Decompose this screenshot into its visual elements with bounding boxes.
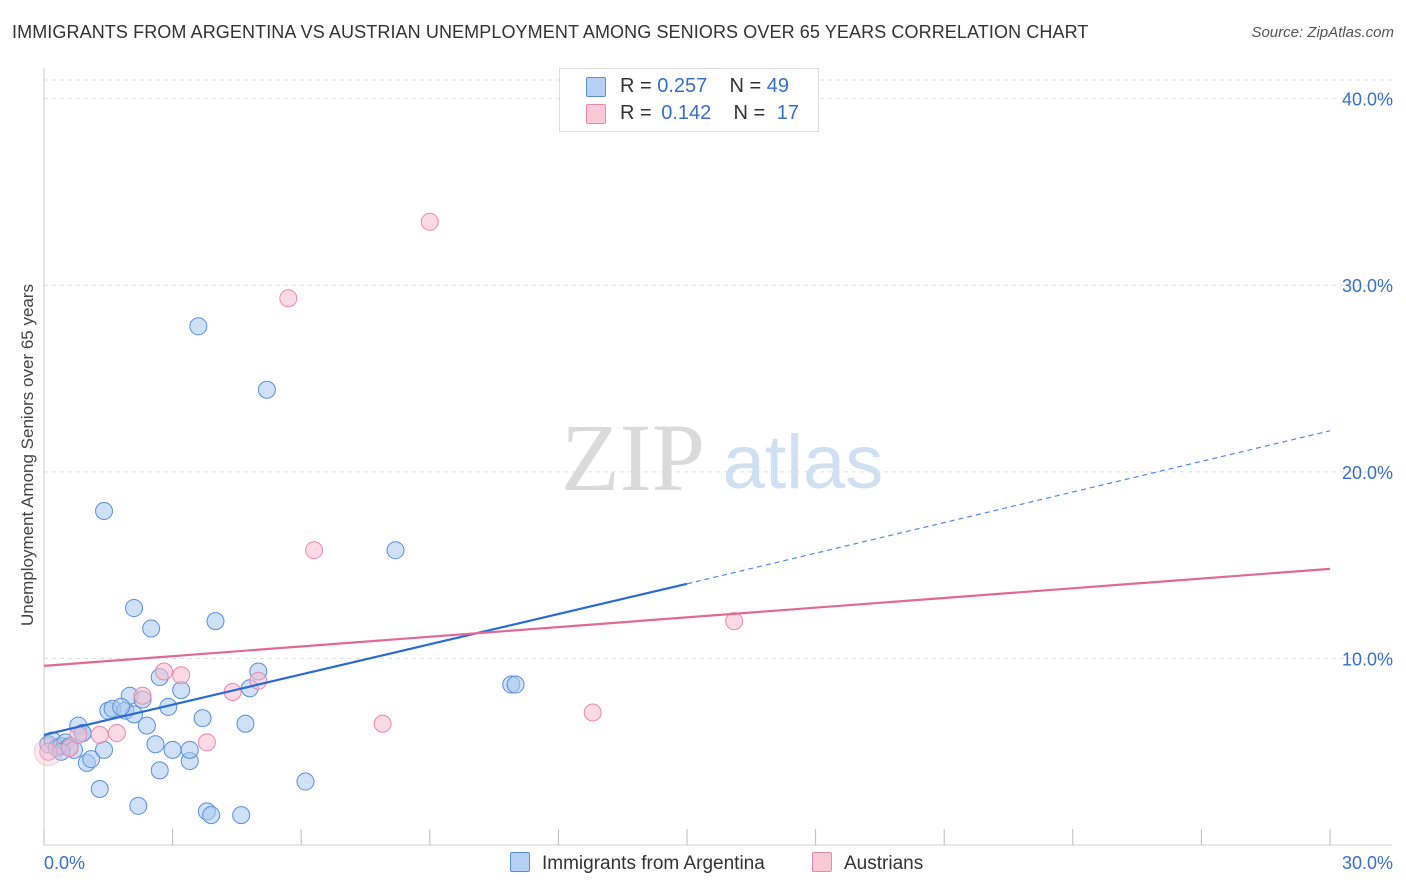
argentina-point (95, 740, 114, 759)
argentina-point (125, 599, 144, 618)
argentina-point (150, 761, 169, 780)
legend-swatch-pink (812, 852, 832, 872)
austrians-point (279, 289, 298, 308)
n-value: 17 (776, 102, 800, 124)
y-tick-label: 20.0% (1342, 463, 1393, 483)
argentina-trend-line (43, 582, 688, 736)
argentina-point (193, 709, 212, 728)
argentina-point (142, 619, 161, 638)
y-tick-label: 30.0% (1342, 276, 1393, 296)
x-tick-label: 30.0% (1342, 853, 1393, 873)
austrians-point (420, 212, 439, 231)
legend-label: Immigrants from Argentina (542, 853, 765, 874)
watermark-zip: ZIP (561, 404, 705, 511)
legend-text: R = 0.142 N = 17 (620, 102, 799, 125)
argentina-point (189, 317, 208, 336)
austrians-point (33, 737, 63, 767)
data-points (33, 212, 744, 825)
r-label: R = (620, 102, 652, 124)
argentina-point (232, 806, 251, 825)
argentina-point (137, 716, 156, 735)
argentina-point (146, 735, 165, 754)
y-tick-label: 40.0% (1342, 90, 1393, 110)
argentina-trend-line-extrapolated (686, 430, 1331, 585)
r-value: 0.142 (661, 102, 712, 124)
legend-item-austrians: Austrians (812, 852, 923, 875)
argentina-point (82, 750, 101, 769)
legend-label: Austrians (844, 853, 924, 874)
watermark-atlas: atlas (723, 420, 884, 505)
argentina-point (206, 612, 225, 631)
argentina-point (236, 714, 255, 733)
argentina-point (506, 675, 525, 694)
austrians-point (155, 662, 174, 681)
austrians-point (197, 733, 216, 752)
legend-swatch-pink (586, 104, 606, 124)
legend-item-argentina: Immigrants from Argentina (510, 852, 765, 875)
r-value: 0.257 (657, 75, 708, 97)
chart-title: IMMIGRANTS FROM ARGENTINA VS AUSTRIAN UN… (12, 22, 1089, 42)
argentina-point (296, 772, 315, 791)
argentina-point (180, 740, 199, 759)
austrians-point (305, 541, 324, 560)
r-label: R = (620, 75, 652, 97)
x-tick-label: 0.0% (44, 853, 85, 873)
argentina-point (386, 541, 405, 560)
argentina-point (202, 806, 221, 825)
argentina-point (112, 697, 131, 716)
axes (43, 68, 1392, 846)
stats-legend: R = 0.257 N = 49 R = 0.142 N = 17 (559, 68, 819, 132)
argentina-point (95, 502, 114, 521)
argentina-point (163, 740, 182, 759)
austrians-point (60, 738, 79, 757)
legend-text: R = 0.257 N = 49 (620, 75, 789, 98)
austrians-trend-line (43, 567, 1331, 667)
austrians-point (133, 686, 152, 705)
legend-swatch-blue (510, 852, 530, 872)
n-value: 49 (766, 75, 790, 97)
gridlines (44, 79, 1392, 659)
austrians-point (583, 703, 602, 722)
legend-swatch-blue (586, 77, 606, 97)
austrians-point (172, 666, 191, 685)
austrians-point (725, 612, 744, 631)
watermark: ZIP atlas (561, 404, 883, 511)
n-label: N = (729, 75, 762, 97)
tick-labels: 10.0% 20.0% 30.0% 40.0% 0.0% 30.0% (44, 90, 1393, 873)
argentina-point (90, 780, 109, 799)
austrians-point (107, 724, 126, 743)
trend-lines (43, 430, 1331, 736)
austrians-point (373, 714, 392, 733)
austrians-point (39, 742, 58, 761)
n-label: N = (733, 102, 766, 124)
argentina-point (257, 380, 276, 399)
argentina-point (129, 796, 148, 815)
y-tick-label: 10.0% (1342, 649, 1393, 669)
source-label: Source: ZipAtlas.com (1251, 24, 1394, 41)
austrians-point (90, 725, 109, 744)
